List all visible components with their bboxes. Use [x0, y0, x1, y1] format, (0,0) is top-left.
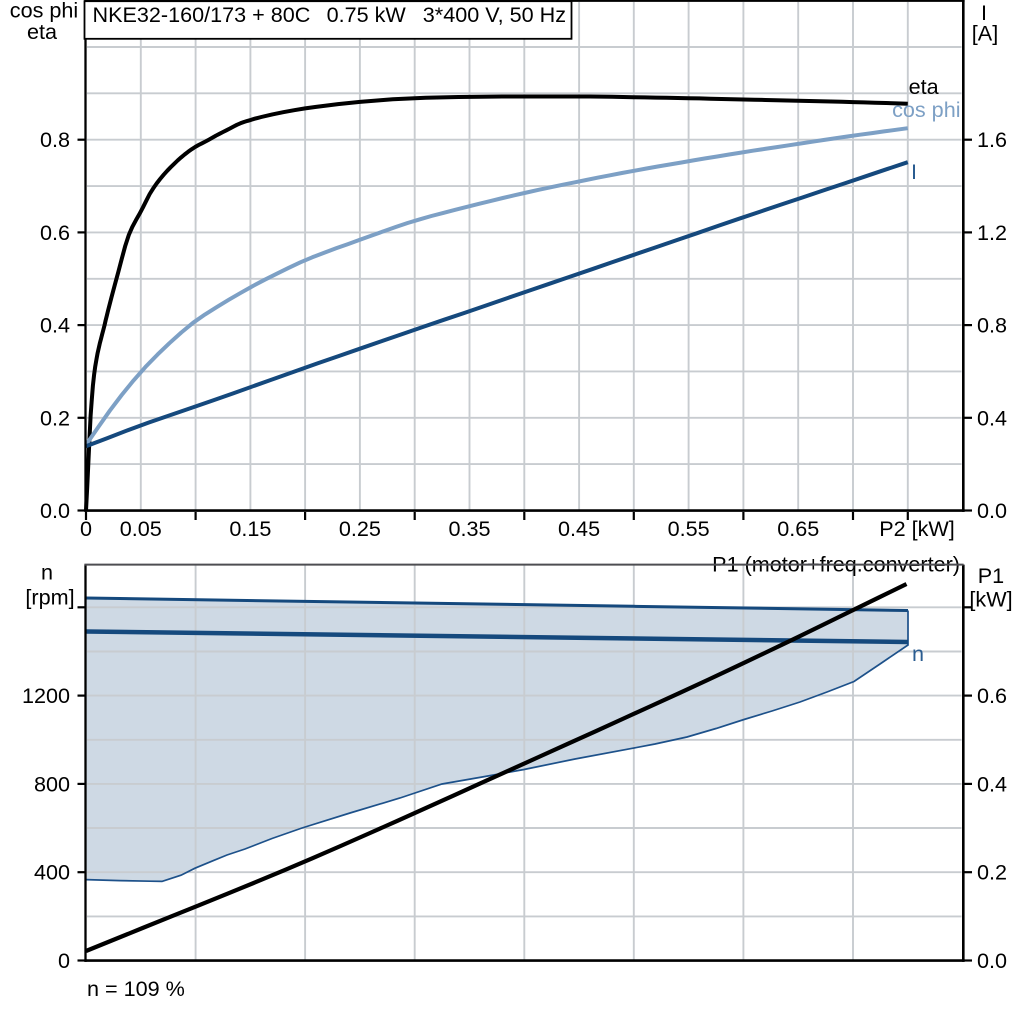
svg-text:P1: P1 — [978, 563, 1004, 588]
svg-text:eta: eta — [27, 19, 58, 44]
svg-text:0.4: 0.4 — [977, 771, 1007, 796]
svg-text:0.05: 0.05 — [120, 516, 162, 541]
svg-text:0.0: 0.0 — [977, 948, 1007, 973]
svg-text:0.65: 0.65 — [777, 516, 819, 541]
svg-text:0.35: 0.35 — [448, 516, 490, 541]
svg-text:0.4: 0.4 — [40, 313, 70, 338]
svg-text:1.6: 1.6 — [977, 127, 1007, 152]
svg-text:0: 0 — [58, 948, 70, 973]
svg-text:[A]: [A] — [972, 21, 998, 46]
svg-text:0.8: 0.8 — [977, 313, 1007, 338]
svg-text:[kW]: [kW] — [969, 587, 1012, 612]
svg-text:n = 109 %: n = 109 % — [87, 976, 185, 1001]
svg-text:0.2: 0.2 — [40, 405, 70, 430]
svg-text:eta: eta — [909, 74, 940, 99]
svg-text:P2 [kW]: P2 [kW] — [879, 516, 955, 541]
svg-text:0.45: 0.45 — [558, 516, 600, 541]
svg-text:800: 800 — [34, 771, 70, 796]
svg-text:0.0: 0.0 — [977, 498, 1007, 523]
svg-text:cos phi: cos phi — [10, 0, 78, 22]
svg-text:0.2: 0.2 — [977, 860, 1007, 885]
svg-text:NKE32-160/173 + 80C: NKE32-160/173 + 80C — [93, 2, 311, 27]
svg-text:I: I — [981, 0, 987, 25]
svg-text:0.6: 0.6 — [40, 220, 70, 245]
svg-text:0.75 kW: 0.75 kW — [327, 2, 407, 27]
svg-text:1200: 1200 — [22, 683, 70, 708]
svg-text:400: 400 — [34, 860, 70, 885]
svg-text:[rpm]: [rpm] — [25, 585, 74, 610]
svg-text:n: n — [912, 641, 924, 666]
svg-text:0.4: 0.4 — [977, 405, 1007, 430]
svg-text:0.8: 0.8 — [40, 127, 70, 152]
svg-text:cos phi: cos phi — [892, 97, 960, 122]
svg-text:0.25: 0.25 — [339, 516, 381, 541]
svg-text:3*400 V, 50 Hz: 3*400 V, 50 Hz — [423, 2, 566, 27]
svg-text:0.55: 0.55 — [668, 516, 710, 541]
svg-text:1.2: 1.2 — [977, 220, 1007, 245]
svg-text:0.6: 0.6 — [977, 683, 1007, 708]
svg-text:I: I — [911, 159, 917, 184]
svg-text:0.0: 0.0 — [40, 498, 70, 523]
svg-text:n: n — [41, 560, 53, 585]
svg-text:0.15: 0.15 — [229, 516, 271, 541]
svg-text:0: 0 — [80, 516, 92, 541]
